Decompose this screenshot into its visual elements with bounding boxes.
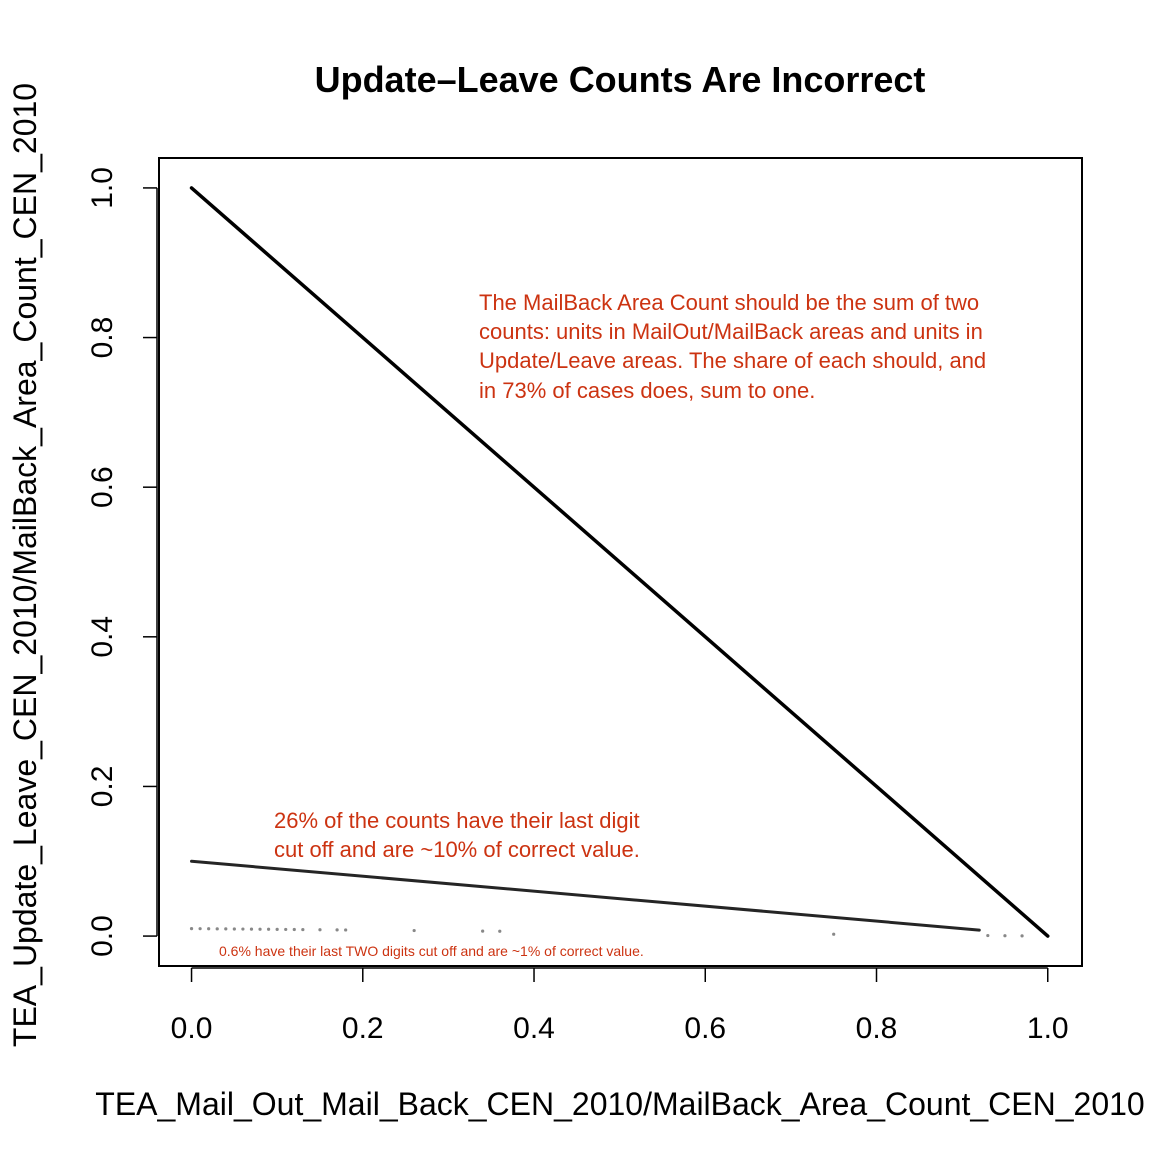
- data-point: [224, 927, 228, 931]
- data-point: [189, 926, 194, 931]
- y-tick-label: 0.8: [86, 317, 119, 359]
- data-point: [318, 928, 322, 932]
- data-point: [301, 927, 305, 932]
- data-point: [232, 927, 236, 931]
- annotation-line: Update/Leave areas. The share of each sh…: [479, 348, 986, 373]
- data-point: [258, 927, 262, 931]
- chart-title: Update–Leave Counts Are Incorrect: [315, 59, 926, 100]
- annotation-line: The MailBack Area Count should be the su…: [479, 290, 979, 315]
- annotation-line: counts: units in MailOut/MailBack areas …: [479, 319, 983, 344]
- data-point: [1003, 934, 1007, 938]
- annotation-sum-to-one: The MailBack Area Count should be the su…: [479, 290, 992, 403]
- x-tick-label: 0.0: [171, 1012, 213, 1045]
- data-point: [335, 928, 339, 932]
- data-point: [241, 927, 245, 931]
- annotation-line: in 73% of cases does, sum to one.: [479, 378, 815, 403]
- data-point: [344, 928, 348, 932]
- x-tick-label: 1.0: [1027, 1012, 1069, 1045]
- x-tick-label: 0.4: [513, 1012, 555, 1045]
- annotation-last-digit: 26% of the counts have their last digit …: [274, 808, 646, 862]
- annotation-two-digits: 0.6% have their last TWO digits cut off …: [219, 943, 644, 959]
- data-point: [284, 927, 288, 932]
- data-point: [412, 928, 416, 933]
- y-axis: 0.0 0.2 0.4 0.6 0.8 1.0: [86, 167, 158, 957]
- annotation-line: 0.6% have their last TWO digits cut off …: [219, 943, 644, 959]
- series-line: [189, 186, 1050, 938]
- data-point: [207, 927, 211, 931]
- y-tick-label: 0.0: [86, 915, 119, 957]
- data-point: [1020, 934, 1024, 938]
- y-tick-label: 0.4: [86, 616, 119, 658]
- data-point: [832, 932, 836, 936]
- x-axis: 0.0 0.2 0.4 0.6 0.8 1.0: [171, 967, 1069, 1045]
- data-point: [498, 929, 502, 933]
- y-axis-label: TEA_Update_Leave_CEN_2010/MailBack_Area_…: [7, 83, 43, 1047]
- data-point: [198, 927, 202, 931]
- plot-frame: [158, 157, 1083, 967]
- y-tick-label: 0.2: [86, 766, 119, 808]
- data-marks: [189, 186, 1050, 938]
- data-point: [481, 929, 485, 933]
- y-tick-label: 0.6: [86, 466, 119, 508]
- data-point: [292, 927, 296, 932]
- series-line: [190, 859, 981, 932]
- data-point: [986, 933, 990, 938]
- x-tick-label: 0.6: [684, 1012, 726, 1045]
- data-point: [275, 927, 279, 931]
- data-point: [215, 927, 219, 931]
- x-tick-label: 0.8: [856, 1012, 898, 1045]
- x-tick-label: 0.2: [342, 1012, 384, 1045]
- y-tick-label: 1.0: [86, 167, 119, 209]
- annotation-line: cut off and are ~10% of correct value.: [274, 837, 640, 862]
- data-point: [249, 927, 254, 931]
- annotation-line: 26% of the counts have their last digit: [274, 808, 640, 833]
- data-point: [266, 927, 271, 931]
- x-axis-label: TEA_Mail_Out_Mail_Back_CEN_2010/MailBack…: [95, 1086, 1144, 1122]
